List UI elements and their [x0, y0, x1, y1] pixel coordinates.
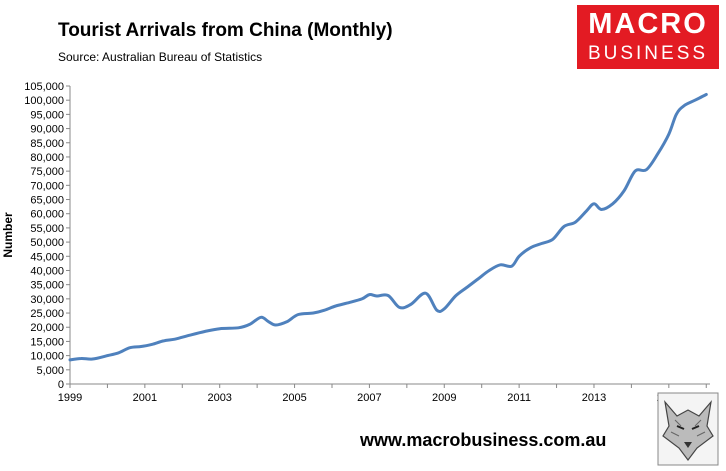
x-tick-label: 2011 — [507, 392, 531, 404]
y-tick-label: 0 — [58, 379, 64, 391]
y-tick-label: 100,000 — [24, 95, 64, 107]
y-tick-label: 70,000 — [30, 180, 64, 192]
macrobusiness-logo: MACRO BUSINESS — [577, 5, 719, 69]
y-tick-label: 55,000 — [30, 223, 64, 235]
y-tick-label: 30,000 — [30, 294, 64, 306]
y-axis-label: Number — [1, 212, 15, 258]
y-tick-label: 85,000 — [30, 138, 64, 150]
y-tick-label: 5,000 — [36, 365, 64, 377]
wolf-logo-icon — [657, 392, 719, 466]
y-tick-label: 65,000 — [30, 195, 64, 207]
y-tick-label: 45,000 — [30, 251, 64, 263]
x-tick-label: 1999 — [58, 392, 82, 404]
x-tick-label: 2001 — [133, 392, 157, 404]
y-tick-label: 25,000 — [30, 308, 64, 320]
logo-line-1: MACRO — [588, 8, 708, 40]
y-tick-label: 40,000 — [30, 265, 64, 277]
x-tick-label: 2013 — [582, 392, 606, 404]
chart-source: Source: Australian Bureau of Statistics — [58, 50, 263, 64]
x-tick-label: 2005 — [282, 392, 306, 404]
y-tick-label: 15,000 — [30, 336, 64, 348]
y-tick-label: 90,000 — [30, 124, 64, 136]
y-tick-label: 20,000 — [30, 322, 64, 334]
y-tick-label: 95,000 — [30, 109, 64, 121]
y-tick-label: 75,000 — [30, 166, 64, 178]
site-url: www.macrobusiness.com.au — [360, 430, 607, 450]
x-tick-label: 2007 — [357, 392, 381, 404]
y-tick-label: 35,000 — [30, 280, 64, 292]
series-line — [68, 93, 708, 362]
chart-title: Tourist Arrivals from China (Monthly) — [58, 20, 393, 41]
x-tick-label: 2009 — [432, 392, 456, 404]
y-tick-label: 60,000 — [30, 209, 64, 221]
y-tick-label: 105,000 — [24, 81, 64, 93]
x-tick-label: 2003 — [207, 392, 231, 404]
y-tick-label: 50,000 — [30, 237, 64, 249]
y-tick-label: 80,000 — [30, 152, 64, 164]
y-tick-label: 10,000 — [30, 351, 64, 363]
logo-line-2: BUSINESS — [587, 43, 709, 64]
